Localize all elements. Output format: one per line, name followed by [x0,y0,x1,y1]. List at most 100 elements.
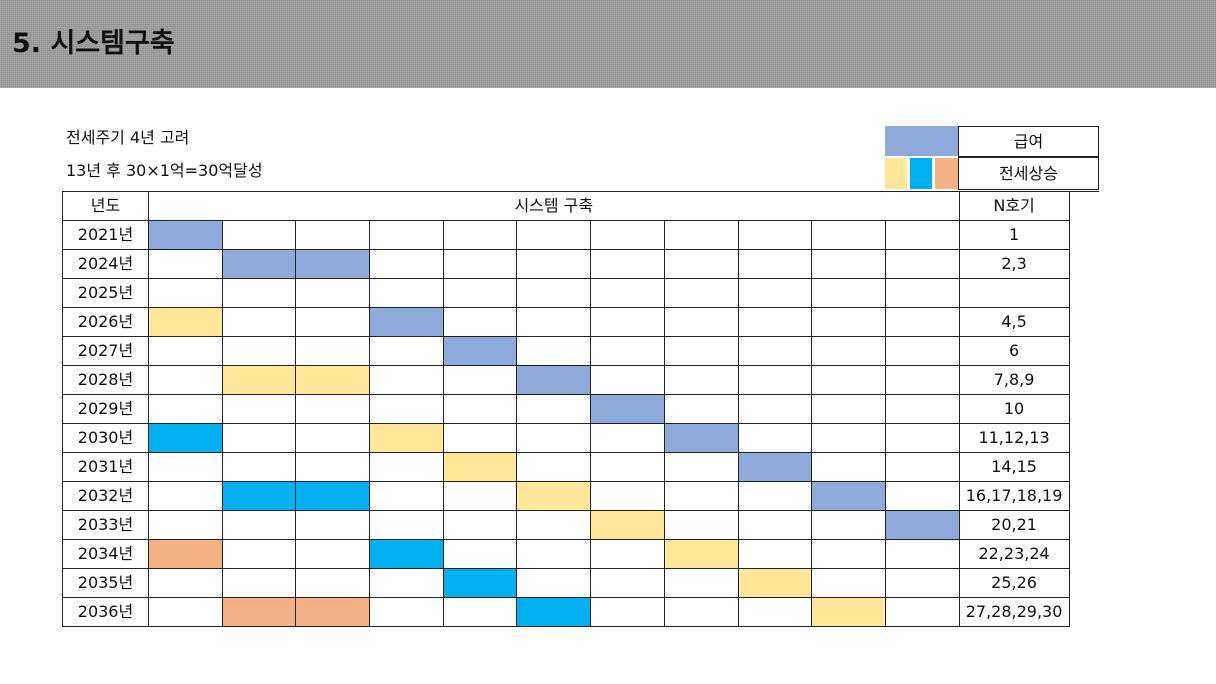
schedule-cell [222,366,297,395]
unit-cell: 6 [959,337,1070,366]
unit-cell: 16,17,18,19 [959,482,1070,511]
schedule-cell [222,424,297,453]
schedule-cell [296,395,371,424]
unit-cell: 11,12,13 [959,424,1070,453]
page-title: 5. 시스템구축 [12,28,175,59]
schedule-cell [738,337,813,366]
schedule-cell [885,279,960,308]
schedule-cell [517,366,592,395]
schedule-cell [885,540,960,569]
schedule-cell [149,569,223,598]
unit-cell: 25,26 [959,569,1070,598]
schedule-cell [812,511,886,540]
schedule-cell [738,221,813,250]
schedule-cell [738,569,813,598]
schedule-cell [738,453,813,482]
header-bar: 5. 시스템구축 [0,0,1216,88]
schedule-cell [517,453,592,482]
schedule-cell [517,598,592,627]
schedule-cell [591,308,665,337]
header-system: 시스템 구축 [149,192,960,221]
schedule-cell [443,395,518,424]
schedule-cell [443,482,518,511]
year-cell: 2021년 [63,221,149,250]
schedule-cell [149,482,223,511]
year-cell: 2024년 [63,250,149,279]
unit-cell: 7,8,9 [959,366,1070,395]
schedule-cell [591,511,665,540]
schedule-cell [885,395,960,424]
schedule-cell [296,221,371,250]
schedule-cell [591,366,665,395]
schedule-cell [591,279,665,308]
schedule-cell [370,569,444,598]
header-year: 년도 [63,192,149,221]
schedule-cell [885,482,960,511]
schedule-cell [517,424,592,453]
schedule-cell [517,221,592,250]
year-cell: 2034년 [63,540,149,569]
legend-jeonse-swatch-yellow [885,158,907,189]
legend-salary-swatch [885,126,958,156]
schedule-cell [443,424,518,453]
schedule-cell [664,279,739,308]
unit-cell: 10 [959,395,1070,424]
schedule-cell [664,395,739,424]
schedule-cell [591,540,665,569]
schedule-cell [296,569,371,598]
schedule-cell [222,482,297,511]
schedule-cell [370,279,444,308]
schedule-cell [591,221,665,250]
schedule-cell [517,482,592,511]
schedule-cell [370,424,444,453]
schedule-cell [812,250,886,279]
schedule-cell [517,569,592,598]
schedule-cell [443,598,518,627]
schedule-cell [149,279,223,308]
schedule-cell [149,221,223,250]
schedule-cell [370,337,444,366]
schedule-cell [885,511,960,540]
schedule-cell [591,250,665,279]
schedule-cell [222,569,297,598]
year-cell: 2025년 [63,279,149,308]
schedule-cell [738,308,813,337]
schedule-cell [149,366,223,395]
schedule-cell [443,250,518,279]
schedule-cell [885,337,960,366]
schedule-cell [517,250,592,279]
schedule-cell [443,569,518,598]
schedule-cell [738,540,813,569]
schedule-cell [149,540,223,569]
schedule-cell [517,540,592,569]
unit-cell: 22,23,24 [959,540,1070,569]
schedule-cell [812,569,886,598]
schedule-cell [149,250,223,279]
schedule-cell [296,424,371,453]
schedule-cell [370,511,444,540]
schedule-cell [296,250,371,279]
schedule-cell [222,598,297,627]
schedule-cell [149,453,223,482]
year-cell: 2033년 [63,511,149,540]
schedule-cell [296,598,371,627]
schedule-cell [664,366,739,395]
schedule-cell [664,482,739,511]
schedule-cell [812,540,886,569]
year-cell: 2026년 [63,308,149,337]
schedule-cell [222,511,297,540]
schedule-cell [296,482,371,511]
schedule-cell [664,598,739,627]
schedule-cell [885,250,960,279]
schedule-cell [812,395,886,424]
year-cell: 2036년 [63,598,149,627]
unit-cell: 4,5 [959,308,1070,337]
schedule-cell [738,598,813,627]
schedule-cell [296,279,371,308]
schedule-cell [296,511,371,540]
schedule-cell [885,453,960,482]
schedule-cell [517,308,592,337]
year-cell: 2030년 [63,424,149,453]
schedule-cell [149,395,223,424]
year-cell: 2035년 [63,569,149,598]
